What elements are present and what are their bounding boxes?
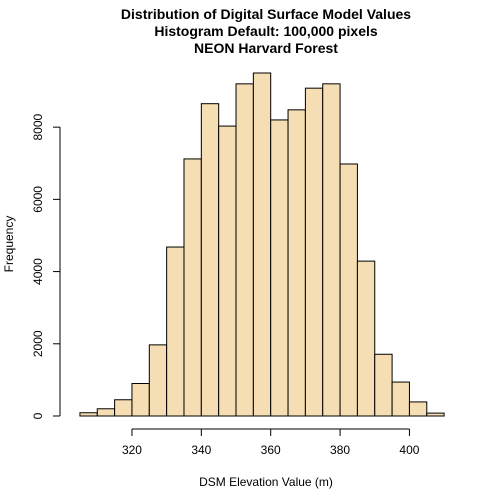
histogram-bar <box>287 109 306 417</box>
histogram-bar <box>270 119 289 417</box>
histogram-bar <box>339 163 358 417</box>
x-tick-label: 400 <box>399 443 419 457</box>
x-tick-label: 340 <box>191 443 211 457</box>
histogram-bar <box>114 399 133 417</box>
histogram-bar <box>218 125 237 417</box>
histogram-bar <box>200 103 220 417</box>
x-tick-label: 380 <box>330 443 350 457</box>
y-axis: 0 2000 4000 6000 8000 <box>31 113 61 419</box>
x-axis: 320 340 360 380 400 <box>122 428 420 457</box>
x-axis-label: DSM Elevation Value (m) <box>199 475 333 489</box>
y-tick-label: 0 <box>31 412 45 419</box>
histogram-bar <box>391 381 410 417</box>
histogram-bar <box>356 260 376 417</box>
y-tick-label: 6000 <box>31 186 45 213</box>
histogram-bar <box>374 353 393 417</box>
y-tick-label: 8000 <box>31 113 45 140</box>
y-tick-label: 2000 <box>31 330 45 357</box>
histogram-bars <box>79 72 445 417</box>
histogram-bar <box>235 83 254 417</box>
y-axis-label: Frequency <box>2 216 16 273</box>
histogram-bar <box>148 344 168 417</box>
chart-subtitle-line-1: Histogram Default: 100,000 pixels <box>154 23 378 39</box>
histogram-bar <box>426 412 445 417</box>
histogram-bar <box>183 158 202 417</box>
x-tick-label: 320 <box>122 443 142 457</box>
histogram-bar <box>304 87 324 417</box>
histogram-bar <box>252 72 272 417</box>
chart-title: Distribution of Digital Surface Model Va… <box>121 6 411 22</box>
histogram-bar <box>166 246 185 417</box>
x-tick-label: 360 <box>261 443 281 457</box>
histogram-bar <box>96 408 116 417</box>
histogram-bar <box>408 401 428 417</box>
y-tick-label: 4000 <box>31 258 45 285</box>
histogram-bar <box>322 83 341 417</box>
histogram-bar <box>79 412 98 417</box>
histogram-bar <box>131 383 150 417</box>
chart-subtitle-line-2: NEON Harvard Forest <box>194 40 338 56</box>
